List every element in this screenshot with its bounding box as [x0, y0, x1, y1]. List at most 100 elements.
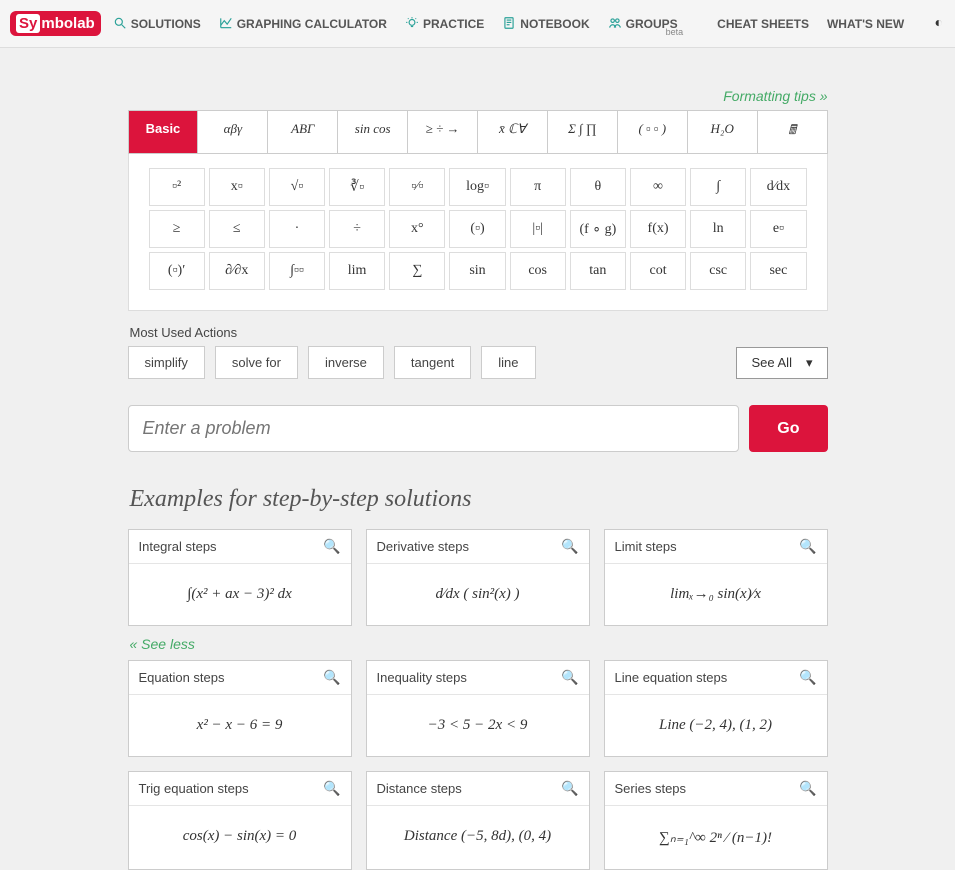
- magnify-icon[interactable]: 🔍: [561, 538, 578, 555]
- example-limit[interactable]: Limit steps🔍 limₓ→₀ sin(x)⁄x: [604, 529, 828, 626]
- problem-input[interactable]: [128, 405, 740, 452]
- key-leq[interactable]: ≤: [209, 210, 265, 248]
- example-expr: ∑ₙ₌₁^∞ 2ⁿ ⁄ (n−1)!: [605, 806, 827, 869]
- key-cdot[interactable]: ·: [269, 210, 325, 248]
- key-square[interactable]: ▫²: [149, 168, 205, 206]
- key-defint[interactable]: ∫▫▫: [269, 252, 325, 290]
- formatting-tips-link[interactable]: Formatting tips »: [128, 88, 828, 104]
- see-less-link[interactable]: « See less: [130, 636, 828, 652]
- nav-groups[interactable]: GROUPS beta: [608, 15, 700, 33]
- nav-whatsnew[interactable]: WHAT'S NEW: [827, 17, 904, 31]
- key-fx[interactable]: f(x): [630, 210, 686, 248]
- key-frac[interactable]: ▫⁄▫: [389, 168, 445, 206]
- key-cot[interactable]: cot: [630, 252, 686, 290]
- key-compose[interactable]: (f ∘ g): [570, 210, 626, 248]
- key-ln[interactable]: ln: [690, 210, 746, 248]
- action-inverse[interactable]: inverse: [308, 346, 384, 379]
- logo[interactable]: Symbolab: [10, 11, 101, 36]
- tab-greek-upper[interactable]: ABΓ: [268, 111, 338, 153]
- key-div[interactable]: ÷: [329, 210, 385, 248]
- key-theta[interactable]: θ: [570, 168, 626, 206]
- magnify-icon[interactable]: 🔍: [799, 669, 816, 686]
- key-prime[interactable]: (▫)′: [149, 252, 205, 290]
- action-simplify[interactable]: simplify: [128, 346, 205, 379]
- key-csc[interactable]: csc: [690, 252, 746, 290]
- tab-calculator[interactable]: 🖩: [758, 111, 827, 153]
- example-title: Derivative steps: [377, 539, 469, 554]
- nav-label: WHAT'S NEW: [827, 17, 904, 31]
- key-sum[interactable]: ∑: [389, 252, 445, 290]
- tab-trig[interactable]: sin cos: [338, 111, 408, 153]
- example-equation[interactable]: Equation steps🔍 x² − x − 6 = 9: [128, 660, 352, 757]
- example-series[interactable]: Series steps🔍 ∑ₙ₌₁^∞ 2ⁿ ⁄ (n−1)!: [604, 771, 828, 870]
- example-title: Inequality steps: [377, 670, 467, 685]
- key-sec[interactable]: sec: [750, 252, 806, 290]
- main-content: Formatting tips » Basic αβγ ABΓ sin cos …: [128, 88, 828, 870]
- example-title: Limit steps: [615, 539, 677, 554]
- examples-title: Examples for step-by-step solutions: [130, 486, 828, 513]
- magnify-icon[interactable]: 🔍: [323, 669, 340, 686]
- dark-mode-toggle[interactable]: ◐: [935, 14, 943, 30]
- tab-sets[interactable]: x̄ ℂ∀: [478, 111, 548, 153]
- key-nthroot[interactable]: ∛▫: [329, 168, 385, 206]
- most-used-label: Most Used Actions: [130, 325, 828, 340]
- action-solvefor[interactable]: solve for: [215, 346, 298, 379]
- key-int[interactable]: ∫: [690, 168, 746, 206]
- tab-sum-int[interactable]: Σ ∫ ∏: [548, 111, 618, 153]
- example-derivative[interactable]: Derivative steps🔍 d⁄dx ( sin²(x) ): [366, 529, 590, 626]
- nav-practice[interactable]: PRACTICE: [405, 15, 484, 33]
- magnify-icon[interactable]: 🔍: [323, 538, 340, 555]
- nav-graphing[interactable]: GRAPHING CALCULATOR: [219, 15, 387, 33]
- magnify-icon[interactable]: 🔍: [799, 780, 816, 797]
- magnify-icon[interactable]: 🔍: [561, 780, 578, 797]
- tab-greek-lower[interactable]: αβγ: [198, 111, 268, 153]
- key-sqrt[interactable]: √▫: [269, 168, 325, 206]
- tab-operators[interactable]: ≥ ÷ →: [408, 111, 478, 153]
- magnify-icon[interactable]: 🔍: [323, 780, 340, 797]
- magnify-icon[interactable]: 🔍: [799, 538, 816, 555]
- magnify-icon[interactable]: 🔍: [561, 669, 578, 686]
- go-button[interactable]: Go: [749, 405, 827, 452]
- action-line[interactable]: line: [481, 346, 535, 379]
- key-power[interactable]: x▫: [209, 168, 265, 206]
- nav-label: SOLUTIONS: [131, 17, 201, 31]
- key-paren[interactable]: (▫): [449, 210, 505, 248]
- tab-chem[interactable]: H₂O: [688, 111, 758, 153]
- key-tan[interactable]: tan: [570, 252, 626, 290]
- example-expr: x² − x − 6 = 9: [129, 695, 351, 756]
- symbol-tabs: Basic αβγ ABΓ sin cos ≥ ÷ → x̄ ℂ∀ Σ ∫ ∏ …: [128, 110, 828, 154]
- input-row: Go: [128, 405, 828, 452]
- key-abs[interactable]: |▫|: [510, 210, 566, 248]
- nav-solutions[interactable]: SOLUTIONS: [113, 15, 201, 33]
- example-expr: cos(x) − sin(x) = 0: [129, 806, 351, 867]
- key-pi[interactable]: π: [510, 168, 566, 206]
- key-lim[interactable]: lim: [329, 252, 385, 290]
- tab-matrix[interactable]: ( ▫ ▫ ): [618, 111, 688, 153]
- groups-icon: [608, 15, 622, 33]
- action-tangent[interactable]: tangent: [394, 346, 471, 379]
- bulb-icon: [405, 15, 419, 33]
- key-infty[interactable]: ∞: [630, 168, 686, 206]
- see-all-button[interactable]: See All ▾: [736, 347, 827, 379]
- key-epow[interactable]: e▫: [750, 210, 806, 248]
- caret-down-icon: ▾: [806, 355, 813, 371]
- example-trig-eq[interactable]: Trig equation steps🔍 cos(x) − sin(x) = 0: [128, 771, 352, 870]
- key-partial[interactable]: ∂⁄∂x: [209, 252, 265, 290]
- nav-cheatsheets[interactable]: CHEAT SHEETS: [717, 17, 809, 31]
- example-expr: Distance (−5, 8d), (0, 4): [367, 806, 589, 867]
- key-ddx[interactable]: d⁄dx: [750, 168, 806, 206]
- key-log[interactable]: log▫: [449, 168, 505, 206]
- example-integral[interactable]: Integral steps🔍 ∫(x² + ax − 3)² dx: [128, 529, 352, 626]
- example-inequality[interactable]: Inequality steps🔍 −3 < 5 − 2x < 9: [366, 660, 590, 757]
- key-sin[interactable]: sin: [449, 252, 505, 290]
- notebook-icon: [502, 15, 516, 33]
- example-title: Line equation steps: [615, 670, 728, 685]
- key-deg[interactable]: x°: [389, 210, 445, 248]
- key-geq[interactable]: ≥: [149, 210, 205, 248]
- example-distance[interactable]: Distance steps🔍 Distance (−5, 8d), (0, 4…: [366, 771, 590, 870]
- key-cos[interactable]: cos: [510, 252, 566, 290]
- nav-notebook[interactable]: NOTEBOOK: [502, 15, 589, 33]
- tab-basic[interactable]: Basic: [129, 111, 199, 153]
- keypad: ▫² x▫ √▫ ∛▫ ▫⁄▫ log▫ π θ ∞ ∫ d⁄dx ≥ ≤ · …: [128, 154, 828, 311]
- example-line-eq[interactable]: Line equation steps🔍 Line (−2, 4), (1, 2…: [604, 660, 828, 757]
